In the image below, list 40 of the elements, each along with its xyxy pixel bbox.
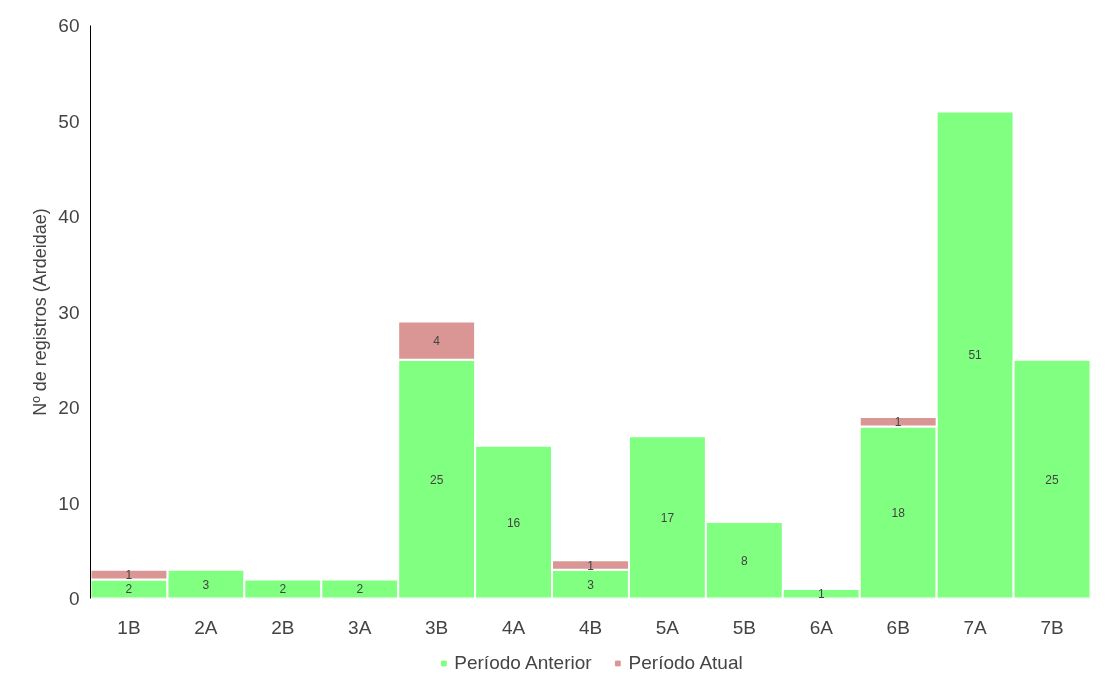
data-label: 2 [125,582,133,597]
data-label: 2 [356,582,364,597]
x-tick-label: 1B [117,616,141,638]
data-label: 25 [429,472,444,487]
data-label: 3 [202,577,210,592]
x-tick-label: 5A [655,616,680,638]
data-label: 1 [125,568,133,583]
x-tick-label: 4B [578,616,603,638]
data-label: 1 [817,587,825,602]
y-tick-label: 40 [58,206,80,227]
y-tick-label: 20 [58,397,80,418]
data-label: 3 [587,577,595,592]
x-tick-label: 2B [271,616,295,638]
y-tick-label: 0 [68,588,80,609]
data-label: 4 [433,334,441,349]
y-tick-label: 30 [58,301,80,323]
x-tick-label: 6A [809,616,834,638]
x-tick-label: 3B [425,616,449,638]
data-label: 2 [279,582,287,597]
x-tick-label: 6B [886,616,910,638]
x-tick-label: 7B [1040,616,1064,638]
x-tick-label: 2A [194,616,218,638]
legend-label: Período Anterior [454,651,592,674]
data-label: 1 [894,415,902,430]
data-label: 51 [968,348,983,363]
data-label: 18 [891,506,906,521]
data-label: 16 [506,515,521,530]
x-tick-label: 5B [732,616,756,638]
data-label: 25 [1045,472,1060,487]
y-tick-label: 60 [58,15,80,36]
legend-label: Período Atual [628,651,743,674]
data-label: 1 [587,558,595,573]
y-tick-label: 10 [58,492,80,514]
y-axis-title: Nº de registros (Ardeidae) [30,208,51,416]
y-tick-label: 50 [58,110,80,132]
data-label: 8 [741,553,749,568]
data-label: 17 [660,510,675,525]
x-tick-label: 7A [963,616,988,638]
x-tick-label: 4A [501,616,526,638]
x-tick-label: 3A [348,616,372,638]
